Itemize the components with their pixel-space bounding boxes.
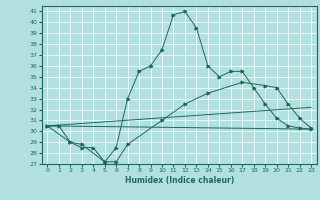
X-axis label: Humidex (Indice chaleur): Humidex (Indice chaleur): [124, 176, 234, 185]
